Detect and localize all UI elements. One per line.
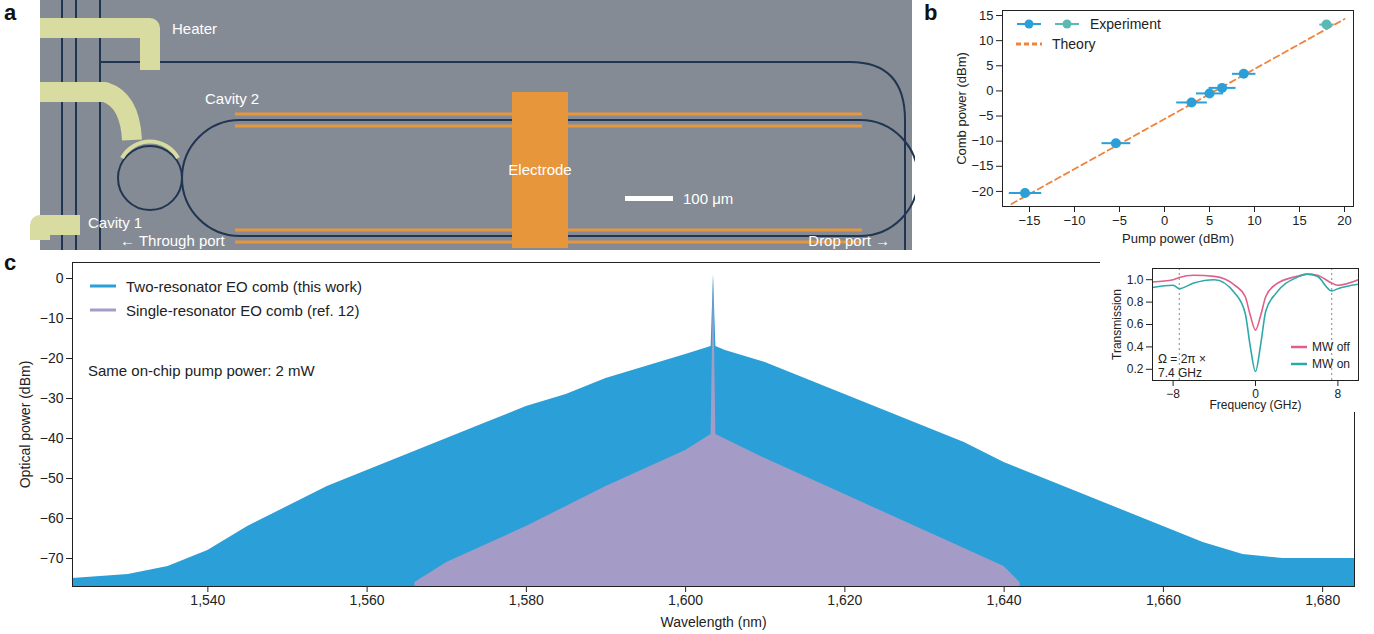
svg-text:Heater: Heater — [172, 20, 217, 37]
svg-text:1,560: 1,560 — [350, 592, 385, 608]
html-text:c: c — [4, 250, 17, 275]
svg-text:−20: −20 — [971, 184, 993, 199]
html-text:Single-resonator EO comb (ref.: Single-resonator EO comb (ref. 12) — [126, 301, 360, 319]
svg-text:1,660: 1,660 — [1146, 592, 1181, 608]
svg-text:−10: −10 — [1063, 213, 1085, 228]
svg-text:Optical power (dBm): Optical power (dBm) — [17, 361, 33, 489]
svg-text:Electrode: Electrode — [508, 161, 571, 178]
svg-text:0.4: 0.4 — [1127, 340, 1144, 354]
svg-text:1,600: 1,600 — [668, 592, 703, 608]
svg-text:1,620: 1,620 — [827, 592, 862, 608]
svg-text:15: 15 — [1292, 213, 1306, 228]
svg-text:Frequency (GHz): Frequency (GHz) — [1209, 398, 1301, 412]
html-text:MW on: MW on — [1312, 356, 1350, 371]
svg-text:1.0: 1.0 — [1127, 273, 1144, 287]
svg-text:5: 5 — [1206, 213, 1213, 228]
svg-text:5: 5 — [986, 58, 993, 73]
svg-text:0.8: 0.8 — [1127, 295, 1144, 309]
svg-text:0: 0 — [56, 270, 64, 286]
svg-text:Cavity 2: Cavity 2 — [205, 90, 259, 107]
svg-text:8: 8 — [1335, 387, 1342, 401]
svg-text:1,640: 1,640 — [987, 592, 1022, 608]
svg-text:−30: −30 — [40, 390, 64, 406]
html-text:Experiment: Experiment — [1090, 16, 1161, 32]
html-text:Two-resonator EO comb (this wo: Two-resonator EO comb (this work) — [126, 277, 362, 295]
svg-text:0: 0 — [1161, 213, 1168, 228]
svg-text:0.2: 0.2 — [1127, 362, 1144, 376]
svg-text:0: 0 — [1252, 387, 1259, 401]
html-text:a: a — [4, 0, 17, 25]
html-text:MW off: MW off — [1312, 339, 1350, 354]
svg-text:−15: −15 — [1018, 213, 1040, 228]
svg-text:−15: −15 — [971, 158, 993, 173]
svg-text:10: 10 — [1247, 213, 1261, 228]
svg-text:−60: −60 — [40, 510, 64, 526]
svg-text:−8: −8 — [1166, 387, 1180, 401]
html-text:Ω = 2π ×: Ω = 2π × — [1158, 352, 1206, 366]
svg-text:← Through port: ← Through port — [120, 232, 226, 249]
svg-text:Drop port →: Drop port → — [808, 232, 890, 249]
svg-text:0: 0 — [986, 83, 993, 98]
svg-text:1,580: 1,580 — [509, 592, 544, 608]
svg-text:1,540: 1,540 — [190, 592, 225, 608]
svg-text:−10: −10 — [971, 133, 993, 148]
svg-text:Wavelength (nm): Wavelength (nm) — [660, 614, 766, 630]
svg-text:−50: −50 — [40, 470, 64, 486]
svg-text:Pump power (dBm): Pump power (dBm) — [1122, 231, 1234, 246]
svg-text:15: 15 — [979, 8, 993, 23]
svg-text:10: 10 — [979, 33, 993, 48]
svg-text:−5: −5 — [979, 108, 994, 123]
svg-text:100 μm: 100 μm — [683, 190, 733, 207]
svg-text:20: 20 — [1337, 213, 1351, 228]
svg-text:−20: −20 — [40, 350, 64, 366]
svg-text:0.6: 0.6 — [1127, 317, 1144, 331]
svg-text:−5: −5 — [1112, 213, 1127, 228]
svg-text:−70: −70 — [40, 550, 64, 566]
svg-text:−10: −10 — [40, 310, 64, 326]
html-text:Theory: Theory — [1052, 36, 1096, 52]
svg-text:1,680: 1,680 — [1305, 592, 1340, 608]
svg-text:Comb power (dBm): Comb power (dBm) — [954, 52, 969, 165]
html-text:b: b — [924, 0, 938, 25]
html-text:Same on-chip pump power: 2 mW: Same on-chip pump power: 2 mW — [88, 362, 315, 379]
html-text:7.4 GHz: 7.4 GHz — [1158, 366, 1202, 380]
svg-text:Cavity 1: Cavity 1 — [88, 214, 142, 231]
svg-text:−40: −40 — [40, 430, 64, 446]
svg-text:Transmission: Transmission — [1110, 289, 1124, 360]
